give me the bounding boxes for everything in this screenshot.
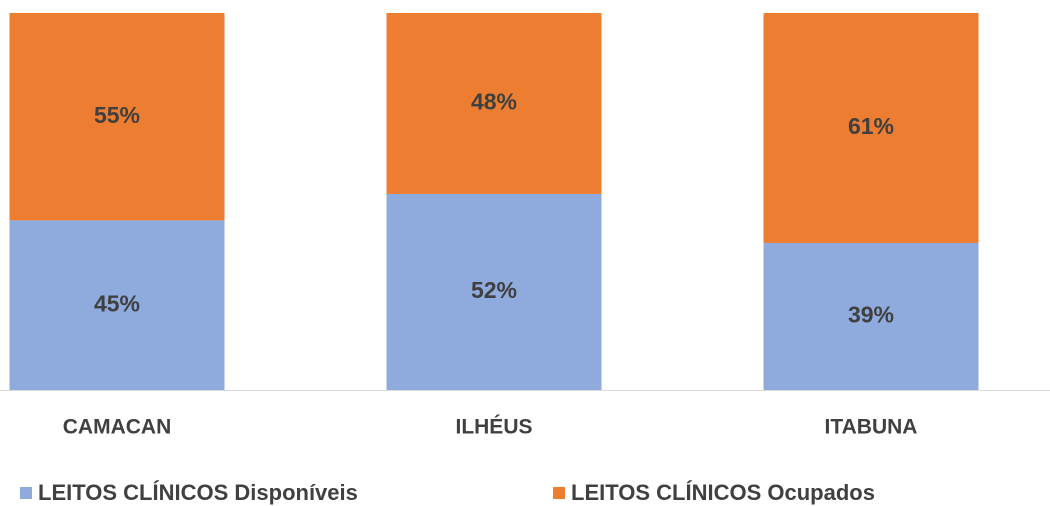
value-label: 52% xyxy=(471,277,517,303)
legend-swatch xyxy=(20,487,32,499)
value-label: 45% xyxy=(94,290,140,316)
legend-swatch xyxy=(553,487,565,499)
bar-segment xyxy=(386,193,602,390)
value-label: 61% xyxy=(848,113,894,139)
legend-label: LEITOS CLÍNICOS Ocupados xyxy=(571,480,875,505)
x-tick-label: ILHÉUS xyxy=(455,416,532,439)
bar-segment xyxy=(763,242,979,390)
value-label: 48% xyxy=(471,89,517,115)
bar-segment xyxy=(386,13,602,194)
x-tick-label: CAMACAN xyxy=(63,416,172,439)
bar-segment xyxy=(763,13,979,243)
value-label: 39% xyxy=(848,302,894,328)
bar-segment xyxy=(9,13,225,221)
legend-label: LEITOS CLÍNICOS Disponíveis xyxy=(38,480,358,505)
x-tick-label: ITABUNA xyxy=(825,416,918,439)
bar-segment xyxy=(9,220,225,390)
value-label: 55% xyxy=(94,102,140,128)
